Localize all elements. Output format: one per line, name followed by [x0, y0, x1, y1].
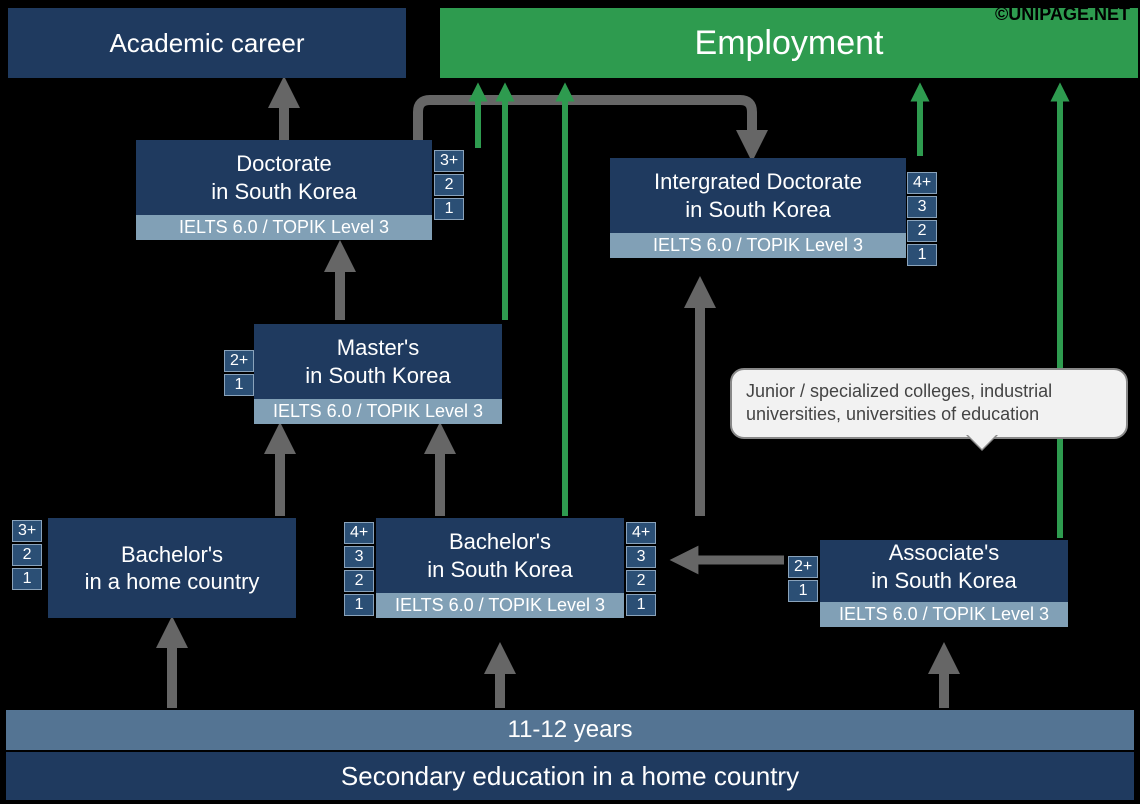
requirements-bar: IELTS 6.0 / TOPIK Level 3 — [376, 593, 624, 618]
node-int_doctorate: Intergrated Doctoratein South KoreaIELTS… — [610, 158, 906, 258]
year-cell: 4+ — [344, 522, 374, 544]
year-cell: 1 — [344, 594, 374, 616]
year-cell: 4+ — [626, 522, 656, 544]
node-secondary: Secondary education in a home country — [6, 752, 1134, 800]
node-title: Associate'sin South Korea — [859, 531, 1029, 602]
year-stack-doctorate: 3+21 — [434, 150, 464, 220]
year-cell: 1 — [788, 580, 818, 602]
node-title: Intergrated Doctoratein South Korea — [642, 158, 874, 233]
year-cell: 1 — [434, 198, 464, 220]
year-cell: 2 — [907, 220, 937, 242]
year-cell: 1 — [224, 374, 254, 396]
node-academic: Academic career — [8, 8, 406, 78]
requirements-bar: IELTS 6.0 / TOPIK Level 3 — [820, 602, 1068, 627]
node-title: Master'sin South Korea — [293, 324, 463, 399]
year-cell: 3 — [344, 546, 374, 568]
node-masters: Master'sin South KoreaIELTS 6.0 / TOPIK … — [254, 324, 502, 424]
year-cell: 3+ — [434, 150, 464, 172]
year-stack-bachelor_sk_right: 4+321 — [626, 522, 656, 616]
year-cell: 3 — [907, 196, 937, 218]
year-stack-associate: 2+1 — [788, 556, 818, 602]
year-cell: 4+ — [907, 172, 937, 194]
node-associate: Associate'sin South KoreaIELTS 6.0 / TOP… — [820, 540, 1068, 618]
node-doctorate: Doctoratein South KoreaIELTS 6.0 / TOPIK… — [136, 140, 432, 240]
year-stack-bachelor_home: 3+21 — [12, 520, 42, 590]
year-cell: 2+ — [788, 556, 818, 578]
year-stack-bachelor_sk_left: 4+321 — [344, 522, 374, 616]
arrow — [418, 100, 752, 146]
node-years_bar: 11-12 years — [6, 710, 1134, 750]
year-cell: 2 — [344, 570, 374, 592]
node-title: Bachelor'sin South Korea — [415, 518, 585, 593]
year-cell: 1 — [907, 244, 937, 266]
year-cell: 2 — [12, 544, 42, 566]
node-title: Employment — [683, 14, 896, 73]
node-bachelor_home: Bachelor'sin a home country — [48, 518, 296, 618]
node-bachelor_sk: Bachelor'sin South KoreaIELTS 6.0 / TOPI… — [376, 518, 624, 618]
node-title: Doctoratein South Korea — [199, 140, 369, 215]
requirements-bar: IELTS 6.0 / TOPIK Level 3 — [136, 215, 432, 240]
year-cell: 3+ — [12, 520, 42, 542]
year-cell: 1 — [12, 568, 42, 590]
speech-bubble: Junior / specialized colleges, industria… — [730, 368, 1128, 439]
node-title: Secondary education in a home country — [329, 752, 811, 801]
year-cell: 1 — [626, 594, 656, 616]
node-title: Bachelor'sin a home country — [73, 533, 272, 604]
year-stack-masters: 2+1 — [224, 350, 254, 396]
node-title: Academic career — [97, 19, 316, 68]
year-cell: 2 — [626, 570, 656, 592]
requirements-bar: IELTS 6.0 / TOPIK Level 3 — [610, 233, 906, 258]
year-cell: 3 — [626, 546, 656, 568]
requirements-bar: IELTS 6.0 / TOPIK Level 3 — [254, 399, 502, 424]
year-cell: 2+ — [224, 350, 254, 372]
year-stack-int_doctorate: 4+321 — [907, 172, 937, 266]
copyright-text: ©UNIPAGE.NET — [995, 4, 1130, 25]
year-cell: 2 — [434, 174, 464, 196]
node-title: 11-12 years — [496, 707, 645, 753]
